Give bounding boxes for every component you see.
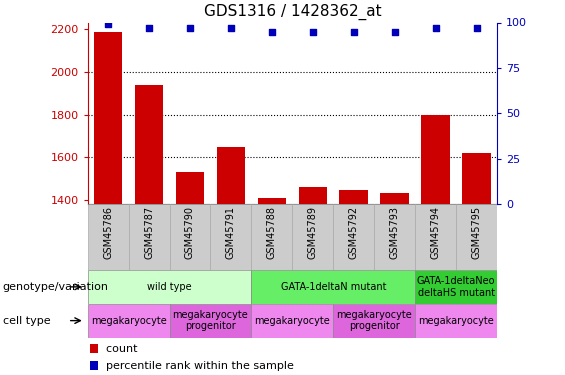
Text: megakaryocyte
progenitor: megakaryocyte progenitor — [336, 310, 412, 332]
Point — [390, 28, 399, 34]
Bar — [251, 304, 333, 338]
Bar — [134, 84, 163, 204]
Point — [472, 25, 481, 31]
Text: GSM45795: GSM45795 — [472, 206, 482, 260]
Point — [185, 25, 194, 31]
Text: cell type: cell type — [3, 316, 50, 326]
Point — [103, 21, 112, 27]
Text: count: count — [99, 344, 137, 354]
Bar — [88, 304, 170, 338]
Text: wild type: wild type — [147, 282, 192, 292]
Text: GATA-1deltaN mutant: GATA-1deltaN mutant — [281, 282, 386, 292]
Bar — [88, 270, 251, 304]
Bar — [258, 198, 286, 204]
Bar — [333, 304, 415, 338]
Text: megakaryocyte: megakaryocyte — [418, 316, 494, 326]
Text: GSM45792: GSM45792 — [349, 206, 359, 260]
Bar — [375, 204, 415, 270]
Text: GSM45786: GSM45786 — [103, 206, 113, 260]
Bar — [340, 190, 368, 204]
Bar — [333, 204, 374, 270]
Bar — [94, 32, 123, 204]
Bar — [88, 204, 129, 270]
Text: percentile rank within the sample: percentile rank within the sample — [99, 361, 294, 370]
Bar — [421, 114, 450, 204]
Bar — [293, 204, 333, 270]
Text: megakaryocyte
progenitor: megakaryocyte progenitor — [172, 310, 249, 332]
Bar — [462, 153, 491, 204]
Text: megakaryocyte: megakaryocyte — [90, 316, 167, 326]
Bar — [251, 270, 415, 304]
Title: GDS1316 / 1428362_at: GDS1316 / 1428362_at — [203, 3, 381, 20]
Bar — [415, 204, 457, 270]
Bar — [211, 204, 251, 270]
Point — [227, 25, 236, 31]
Text: GSM45789: GSM45789 — [308, 206, 318, 260]
Bar — [129, 204, 170, 270]
Text: GSM45794: GSM45794 — [431, 206, 441, 260]
Bar — [415, 304, 497, 338]
Point — [431, 25, 440, 31]
Text: GSM45791: GSM45791 — [226, 206, 236, 260]
Bar — [176, 172, 205, 204]
Text: genotype/variation: genotype/variation — [3, 282, 109, 292]
Point — [145, 25, 154, 31]
Bar — [216, 147, 245, 204]
Point — [308, 28, 318, 34]
Text: GSM45788: GSM45788 — [267, 206, 277, 260]
Bar — [298, 187, 327, 204]
Bar — [380, 193, 409, 204]
Text: GSM45787: GSM45787 — [144, 206, 154, 260]
Point — [349, 28, 358, 34]
Bar — [415, 270, 497, 304]
Bar — [457, 204, 497, 270]
Text: GATA-1deltaNeo
deltaHS mutant: GATA-1deltaNeo deltaHS mutant — [417, 276, 496, 298]
Text: GSM45790: GSM45790 — [185, 206, 195, 260]
Bar — [251, 204, 293, 270]
Point — [267, 28, 276, 34]
Bar — [170, 304, 251, 338]
Bar — [170, 204, 210, 270]
Text: megakaryocyte: megakaryocyte — [254, 316, 331, 326]
Text: GSM45793: GSM45793 — [390, 206, 400, 260]
